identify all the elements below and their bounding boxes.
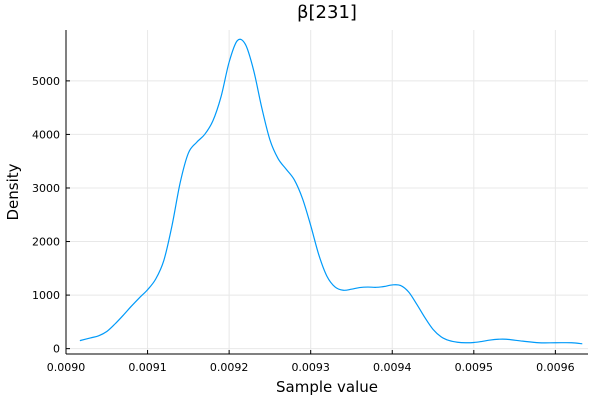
chart-title: β[231] bbox=[297, 2, 357, 23]
grid-lines bbox=[66, 30, 588, 354]
x-tick-label: 0.0093 bbox=[291, 361, 330, 374]
y-tick-label: 0 bbox=[53, 343, 60, 356]
y-tick-label: 3000 bbox=[32, 182, 60, 195]
x-tick-label: 0.0096 bbox=[536, 361, 575, 374]
y-tick-label: 1000 bbox=[32, 289, 60, 302]
x-axis-label: Sample value bbox=[276, 378, 378, 396]
y-tick-label: 2000 bbox=[32, 236, 60, 249]
y-axis-label: Density bbox=[4, 163, 22, 220]
axis-ticks: 0.0090 0.0091 0.0092 0.0093 0.0094 0.0095 0.00… bbox=[32, 75, 575, 374]
density-curve bbox=[80, 39, 582, 344]
x-tick-label: 0.0094 bbox=[373, 361, 412, 374]
x-tick-label: 0.0090 bbox=[47, 361, 86, 374]
x-tick-label: 0.0095 bbox=[455, 361, 494, 374]
x-tick-label: 0.0092 bbox=[210, 361, 249, 374]
y-tick-label: 4000 bbox=[32, 128, 60, 141]
y-tick-label: 5000 bbox=[32, 75, 60, 88]
x-tick-label: 0.0091 bbox=[128, 361, 167, 374]
